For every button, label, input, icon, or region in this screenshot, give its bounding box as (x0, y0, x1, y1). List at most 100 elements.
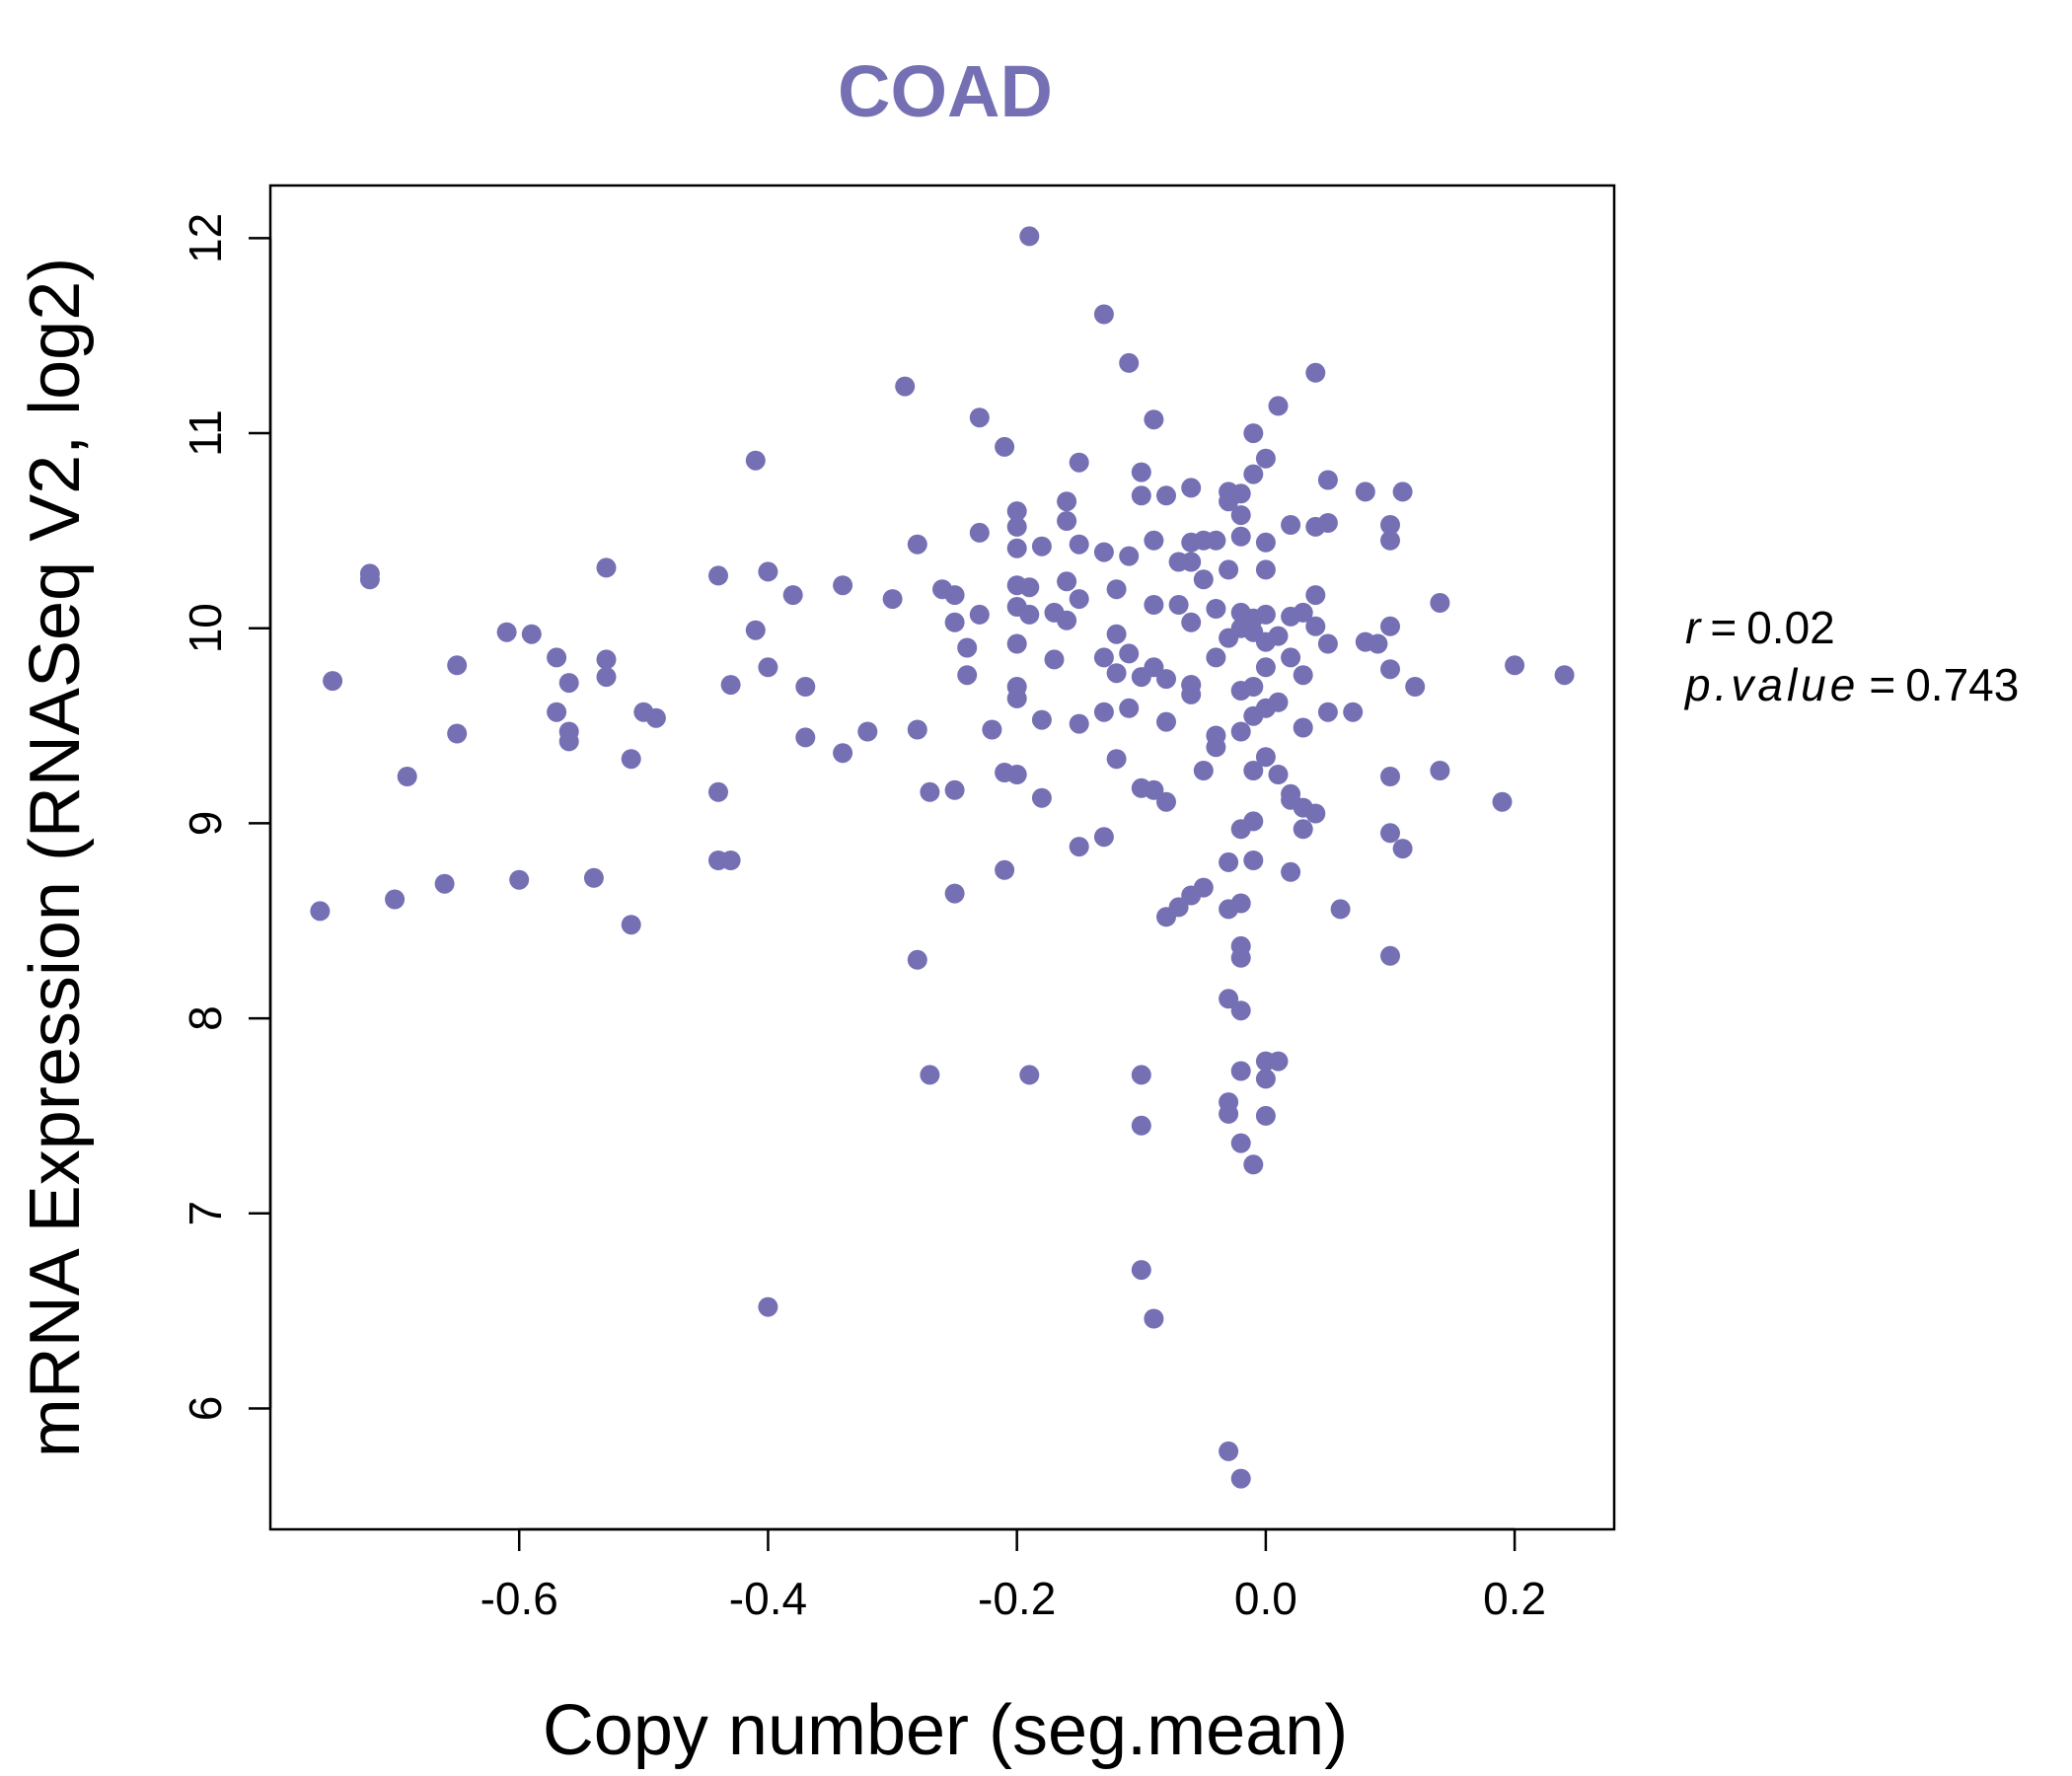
y-tick-label-1: 7 (180, 1201, 231, 1226)
data-point-160 (1006, 765, 1027, 784)
y-tick-label-4: 10 (180, 603, 231, 653)
r-value: 0.02 (1746, 602, 1835, 653)
data-point-122 (1255, 657, 1276, 678)
data-point-73 (969, 604, 990, 625)
data-point-113 (1119, 643, 1140, 664)
data-point-17 (1392, 481, 1413, 502)
data-point-211 (1219, 989, 1239, 1009)
data-point-8 (995, 436, 1015, 457)
data-point-21 (1131, 485, 1151, 506)
data-point-205 (1330, 899, 1351, 920)
data-point-219 (1230, 1133, 1251, 1153)
data-point-80 (1168, 595, 1189, 615)
data-point-99 (547, 647, 567, 668)
data-point-143 (1093, 702, 1114, 722)
data-point-70 (521, 624, 542, 644)
data-point-101 (596, 649, 617, 670)
data-point-216 (1131, 1115, 1151, 1136)
y-tick-label-0: 6 (180, 1396, 231, 1422)
data-point-100 (558, 673, 579, 694)
x-tick-label-2: -0.2 (978, 1573, 1056, 1624)
data-point-24 (1057, 491, 1077, 512)
data-point-107 (957, 665, 978, 686)
data-point-61 (1106, 579, 1127, 600)
data-point-138 (907, 719, 927, 740)
data-point-23 (1219, 491, 1239, 512)
data-point-191 (1093, 827, 1114, 848)
data-point-161 (1031, 787, 1052, 808)
data-point-4 (969, 407, 990, 428)
data-point-2 (1119, 352, 1140, 373)
data-point-133 (558, 731, 579, 752)
data-point-176 (1492, 791, 1513, 812)
data-point-59 (1057, 571, 1077, 592)
data-point-145 (1156, 711, 1176, 732)
r-statistic: r = 0.02 (1685, 602, 1835, 653)
data-point-201 (1230, 819, 1251, 840)
data-point-193 (1168, 897, 1189, 918)
data-point-123 (1281, 647, 1301, 668)
data-point-220 (1230, 1061, 1251, 1081)
data-point-85 (1255, 604, 1276, 625)
data-point-97 (323, 671, 343, 692)
data-point-121 (1243, 677, 1264, 697)
data-point-30 (1380, 515, 1400, 535)
data-point-167 (1206, 737, 1226, 758)
data-point-37 (1006, 538, 1027, 558)
r-equals: = (1710, 602, 1737, 653)
data-point-156 (833, 743, 853, 764)
data-point-124 (1293, 665, 1313, 686)
data-point-48 (359, 569, 380, 590)
data-point-197 (1219, 851, 1239, 872)
data-point-18 (1181, 478, 1202, 498)
data-point-88 (1305, 616, 1326, 636)
data-point-14 (1243, 464, 1264, 484)
data-point-69 (496, 622, 517, 642)
data-point-141 (1031, 709, 1052, 730)
data-point-162 (1106, 749, 1127, 770)
data-point-58 (1019, 577, 1040, 598)
data-point-189 (995, 859, 1015, 880)
x-axis: -0.6 -0.4 -0.2 0.0 0.2 (481, 1527, 1546, 1624)
data-point-38 (1031, 536, 1052, 556)
data-point-35 (1380, 530, 1400, 551)
data-point-221 (1243, 1154, 1264, 1175)
data-point-110 (1044, 649, 1065, 670)
data-point-41 (1119, 546, 1140, 566)
data-point-179 (310, 901, 331, 922)
data-point-11 (745, 450, 766, 471)
data-point-40 (1093, 542, 1114, 562)
data-point-65 (1219, 559, 1239, 580)
y-tick-label-6: 12 (180, 213, 231, 263)
data-point-102 (596, 667, 617, 688)
data-point-144 (1119, 698, 1140, 718)
data-point-165 (1156, 791, 1176, 812)
data-point-177 (1505, 655, 1525, 676)
data-point-128 (1380, 659, 1400, 680)
data-point-0 (1019, 226, 1040, 247)
data-point-28 (1281, 515, 1301, 535)
data-point-157 (920, 781, 940, 802)
data-point-187 (907, 949, 927, 970)
data-point-181 (434, 873, 455, 894)
data-point-142 (1069, 713, 1089, 734)
data-point-7 (1268, 396, 1289, 416)
data-point-46 (1305, 516, 1326, 537)
data-point-184 (621, 915, 641, 935)
data-point-215 (1131, 1065, 1151, 1085)
data-point-95 (1268, 626, 1289, 646)
data-point-115 (1144, 657, 1164, 678)
data-point-155 (708, 781, 728, 802)
r-label: r (1685, 602, 1702, 653)
data-point-224 (1268, 1051, 1289, 1072)
data-point-212 (1230, 1000, 1251, 1021)
data-point-49 (596, 557, 617, 578)
data-point-1 (1093, 304, 1114, 325)
data-point-127 (1368, 633, 1388, 654)
data-point-13 (1131, 462, 1151, 482)
data-point-53 (833, 575, 853, 596)
data-point-119 (1206, 647, 1226, 668)
data-point-227 (1131, 1260, 1151, 1281)
data-point-12 (1069, 452, 1089, 473)
